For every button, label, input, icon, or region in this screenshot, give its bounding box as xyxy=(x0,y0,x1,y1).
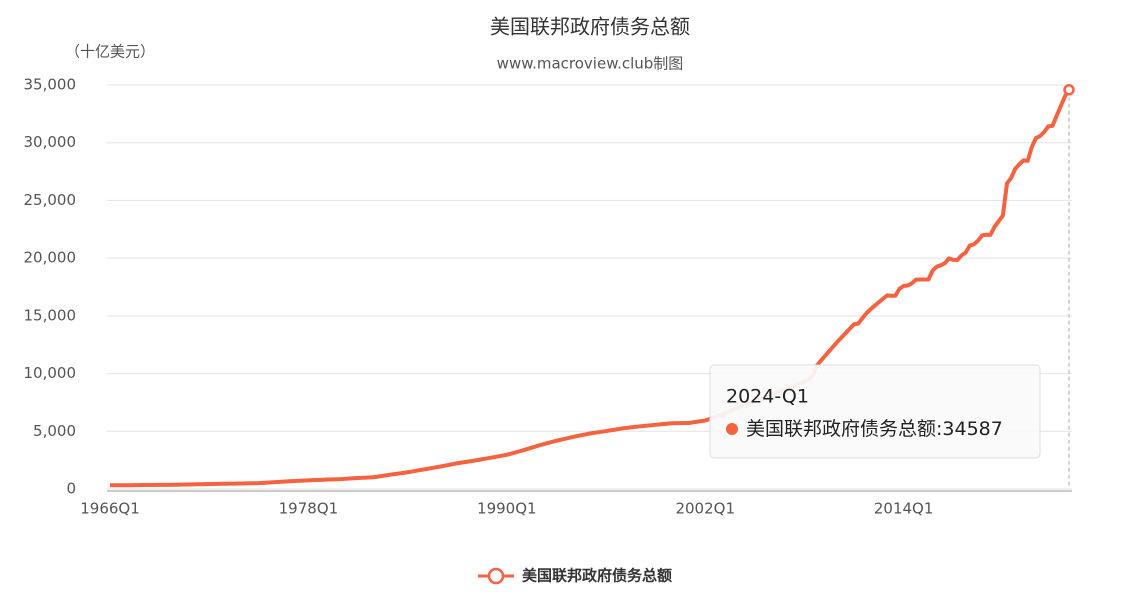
chart-title: 美国联邦政府债务总额 xyxy=(490,15,690,39)
tooltip-sep: : xyxy=(936,418,942,440)
tooltip-text: 美国联邦政府债务总额:34587 xyxy=(746,418,1003,440)
x-tick-label: 1978Q1 xyxy=(279,500,339,518)
tooltip-swatch xyxy=(726,423,738,435)
y-tick-label: 0 xyxy=(66,480,76,498)
y-tick-label: 10,000 xyxy=(24,364,77,382)
legend-marker xyxy=(487,567,505,585)
hover-point xyxy=(1063,84,1075,96)
y-axis-unit: （十亿美元） xyxy=(65,43,155,61)
tooltip-series: 美国联邦政府债务总额 xyxy=(746,418,936,440)
x-tick-label: 1990Q1 xyxy=(477,500,537,518)
legend-label: 美国联邦政府债务总额 xyxy=(522,567,672,585)
y-tick-label: 35,000 xyxy=(24,76,77,94)
y-tick-label: 5,000 xyxy=(33,422,76,440)
x-tick-label: 1966Q1 xyxy=(80,500,140,518)
y-tick-label: 20,000 xyxy=(24,249,77,267)
tooltip-value: 34587 xyxy=(942,418,1002,440)
x-tick-label: 2014Q1 xyxy=(874,500,934,518)
x-tick-label: 2002Q1 xyxy=(675,500,735,518)
series-line xyxy=(109,88,1071,488)
tooltip-title: 2024-Q1 xyxy=(726,386,809,408)
y-tick-label: 30,000 xyxy=(24,133,77,151)
y-tick-label: 25,000 xyxy=(24,191,77,209)
tooltip-box xyxy=(709,364,1041,459)
chart-subtitle: www.macroview.club制图 xyxy=(497,55,684,73)
y-tick-label: 15,000 xyxy=(24,306,77,324)
